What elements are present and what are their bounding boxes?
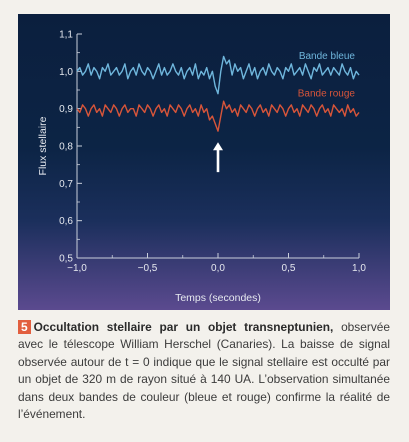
y-tick-label: 0,6	[59, 216, 73, 227]
y-tick-label: 0,5	[59, 254, 73, 265]
y-tick-label: 0,7	[59, 179, 73, 190]
x-tick-label: −0,5	[138, 263, 158, 274]
red-band-label: Bande rouge	[298, 88, 356, 99]
x-tick-label: −1,0	[67, 263, 87, 274]
figure-caption: 5 Occultation stellaire par un objet tran…	[18, 319, 390, 423]
y-tick-label: 1,1	[59, 30, 73, 41]
x-tick-label: 0,0	[211, 263, 225, 274]
occultation-arrow-head	[213, 142, 223, 151]
y-axis-label: Flux stellaire	[37, 116, 49, 175]
plot-background	[18, 14, 390, 310]
y-tick-label: 1,0	[59, 67, 73, 78]
x-tick-label: 0,5	[282, 263, 296, 274]
y-tick-label: 0,9	[59, 104, 73, 115]
x-axis-label: Temps (secondes)	[175, 292, 261, 304]
figure-panel: 0,5 0,6 0,7 0,8 0,9 1,0 1,1 −1,0 −0,5 0,0 0,5 1,0 Te…	[18, 14, 390, 310]
stellar-flux-chart: 0,5 0,6 0,7 0,8 0,9 1,0 1,1 −1,0 −0,5 0,0 0,5 1,0 Te…	[18, 14, 390, 310]
red-band-line	[76, 100, 360, 132]
blue-band-label: Bande bleue	[299, 51, 356, 62]
blue-band-line	[76, 55, 360, 95]
caption-title: Occultation stellaire par un objet trans…	[33, 320, 334, 334]
caption-body: observée avec le télescope William Hersc…	[18, 320, 390, 422]
y-tick-label: 0,8	[59, 142, 73, 153]
figure-number-badge: 5	[18, 320, 31, 334]
x-tick-label: 1,0	[352, 263, 366, 274]
